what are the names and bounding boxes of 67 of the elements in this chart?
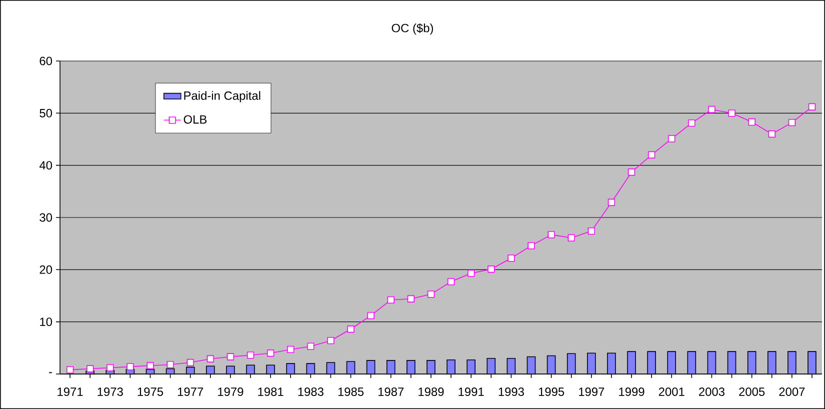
point [166, 361, 174, 368]
x-tick-label: 1985 [338, 388, 364, 396]
x-tick-label: 1993 [498, 388, 524, 396]
x-tick-label: 2001 [658, 388, 684, 396]
point [728, 110, 736, 117]
legend-label: OLB [184, 115, 207, 124]
point [146, 362, 154, 370]
point [668, 135, 676, 142]
x-tick-label: 2003 [699, 388, 724, 396]
point [588, 227, 595, 235]
x-tick-label: 1983 [298, 388, 324, 396]
x-tick-label: 1979 [218, 388, 244, 396]
point [708, 106, 716, 114]
point [327, 337, 334, 344]
x-tick-label: 1991 [458, 388, 484, 396]
point [748, 118, 756, 126]
y-tick-label: - [49, 372, 52, 374]
point [768, 130, 776, 138]
x-tick-label: 1997 [579, 388, 604, 396]
x-tick-label: 1977 [178, 388, 204, 396]
point [106, 364, 114, 372]
point [508, 254, 515, 262]
point [407, 295, 415, 302]
point [266, 350, 274, 357]
point [788, 118, 796, 126]
y-tick-label: 20 [40, 265, 52, 274]
point [186, 358, 194, 366]
x-tick-label: 1971 [58, 388, 83, 396]
point [548, 231, 555, 238]
point [808, 103, 816, 110]
point [287, 346, 294, 354]
chart-title: OC ($b) [392, 23, 433, 35]
point [648, 151, 656, 158]
x-tick-label: 1999 [619, 388, 644, 396]
y-tick-label: 60 [40, 56, 52, 66]
legend-label: Paid-in Capital [184, 91, 260, 102]
point [488, 266, 495, 273]
point [447, 278, 455, 286]
x-tick-label: 1995 [538, 388, 564, 396]
x-tick-label: 1981 [258, 388, 284, 396]
point [387, 296, 394, 304]
point [367, 312, 374, 320]
point [226, 353, 234, 360]
x-tick-label: 2007 [779, 388, 805, 396]
x-tick-label: 1973 [98, 388, 123, 396]
y-tick-label: 30 [40, 213, 52, 222]
y-tick-label: 40 [39, 161, 52, 170]
point [528, 242, 535, 250]
x-tick-label: 1989 [418, 388, 444, 396]
point [126, 363, 134, 370]
point [66, 366, 74, 374]
x-tick-label: 1975 [138, 388, 164, 396]
y-tick-label: 10 [40, 318, 52, 326]
point [246, 352, 254, 359]
x-tick-label: 1987 [378, 388, 404, 396]
point [568, 234, 575, 242]
point [468, 270, 475, 277]
point [688, 119, 696, 127]
point [206, 355, 214, 362]
x-tick-label: 2005 [739, 388, 765, 396]
point [347, 326, 354, 333]
point [628, 168, 636, 176]
point [608, 198, 616, 206]
point [86, 365, 94, 372]
y-tick-label: 50 [40, 108, 52, 118]
point [307, 342, 314, 350]
point [427, 290, 435, 298]
